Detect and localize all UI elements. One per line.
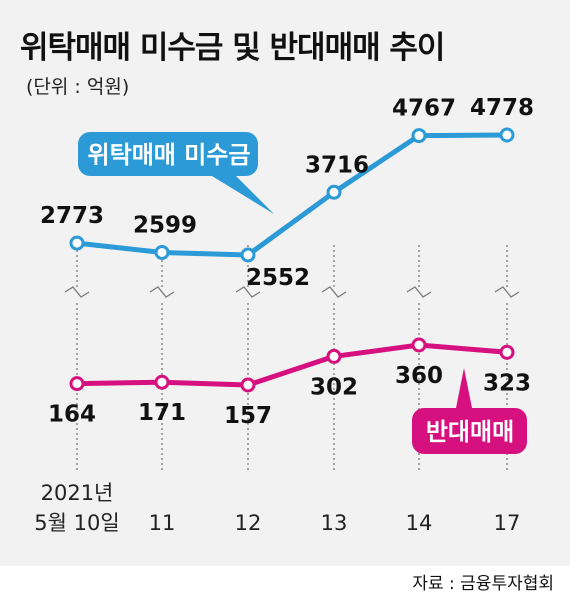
series-2-callout [412, 368, 527, 454]
x-tick-label: 14 [406, 511, 433, 535]
chart-panel [0, 0, 570, 566]
axis-break-mark [321, 286, 347, 298]
x-tick-label: 17 [494, 511, 521, 535]
data-point [326, 348, 342, 364]
source-note: 자료 : 금융투자협회 [412, 574, 554, 594]
series-1-callout [78, 132, 274, 214]
data-point [499, 344, 515, 360]
series-line-1 [74, 132, 510, 258]
x-tick-label: 2021년 5월 10일 [34, 481, 119, 535]
data-point [240, 377, 256, 393]
data-label: 302 [310, 374, 358, 400]
series-line-2 [74, 342, 510, 388]
axis-break-mark [406, 286, 432, 298]
gridlines [64, 245, 520, 470]
data-labels: 2773 2599 2552 3716 4767 4778 164 171 157 302 360 3… [40, 95, 534, 429]
data-label: 323 [483, 370, 531, 396]
data-label: 2599 [133, 212, 197, 238]
data-point [499, 127, 515, 143]
data-point [411, 128, 427, 144]
data-point [69, 235, 85, 251]
series-2-callout-label: 반대매매 [426, 418, 514, 446]
data-label: 2773 [40, 203, 104, 229]
data-label: 2552 [246, 265, 310, 291]
data-label: 157 [224, 403, 272, 429]
series-lines [74, 132, 510, 388]
data-point [69, 376, 85, 392]
x-tick-label: 12 [235, 511, 262, 535]
data-points [69, 127, 515, 393]
data-point [154, 374, 170, 390]
axis-break-mark [149, 286, 175, 298]
data-label: 4767 [392, 96, 456, 122]
data-label: 3716 [305, 152, 369, 178]
x-tick-label: 13 [321, 511, 348, 535]
data-label: 171 [138, 400, 186, 426]
data-label: 164 [48, 402, 96, 428]
data-point [240, 247, 256, 263]
axis-break-mark [235, 286, 261, 298]
axis-break-mark [64, 286, 90, 298]
x-tick-label: 11 [149, 511, 176, 535]
data-point [154, 244, 170, 260]
series-1-callout-label: 위탁매매 미수금 [88, 141, 251, 169]
data-point [411, 337, 427, 353]
unit-label: (단위 : 억원) [26, 76, 130, 98]
chart-title: 위탁매매 미수금 및 반대매매 추이 [20, 30, 445, 66]
data-point [326, 184, 342, 200]
data-label: 360 [395, 363, 443, 389]
x-axis-ticks: 2021년 5월 10일 11 12 13 14 17 [34, 481, 520, 535]
data-label: 4778 [470, 95, 534, 121]
axis-break-mark [494, 286, 520, 298]
